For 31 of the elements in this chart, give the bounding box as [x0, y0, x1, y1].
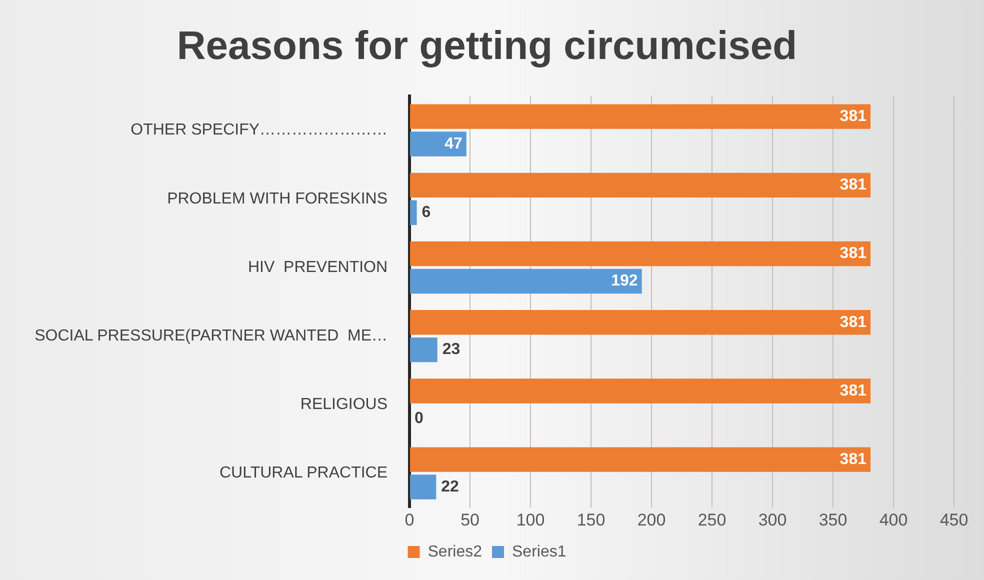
x-tick-label: 200	[637, 510, 666, 530]
legend-label: Series2	[428, 543, 482, 560]
data-label: 23	[442, 341, 460, 358]
y-tick-label: CULTURAL PRACTICE	[220, 464, 388, 482]
x-tick-label: 150	[576, 510, 606, 530]
data-label: 0	[414, 410, 424, 427]
data-label: 22	[441, 478, 460, 496]
x-tick-label: 50	[460, 510, 480, 530]
chart-title: Reasons for getting circumcised	[176, 24, 798, 68]
data-label: 381	[840, 382, 867, 400]
x-tick-label: 300	[758, 510, 787, 530]
legend-label: Series1	[512, 543, 566, 560]
y-tick-label: OTHER SPECIFY……………………	[130, 122, 388, 139]
x-tick-label: 250	[698, 510, 726, 530]
data-label: 192	[611, 272, 638, 290]
x-tick-label: 0	[404, 510, 414, 530]
y-tick-label: PROBLEM WITH FORESKINS	[167, 190, 388, 208]
data-label: 381	[840, 245, 867, 262]
data-label: 381	[840, 176, 867, 194]
x-tick-label: 400	[879, 510, 908, 530]
y-tick-label: HIV PREVENTION	[248, 258, 388, 276]
x-tick-label: 350	[818, 510, 848, 530]
x-tick-label: 450	[940, 510, 968, 530]
x-tick-label: 100	[516, 510, 545, 530]
data-label: 381	[840, 314, 867, 331]
data-label: 47	[444, 135, 462, 152]
y-tick-label: RELIGIOUS	[300, 396, 388, 414]
data-label: 381	[840, 450, 867, 468]
y-tick-label: SOCIAL PRESSURE(PARTNER WANTED ME…	[34, 328, 388, 345]
data-label: 6	[422, 204, 431, 222]
data-label: 381	[840, 108, 867, 125]
